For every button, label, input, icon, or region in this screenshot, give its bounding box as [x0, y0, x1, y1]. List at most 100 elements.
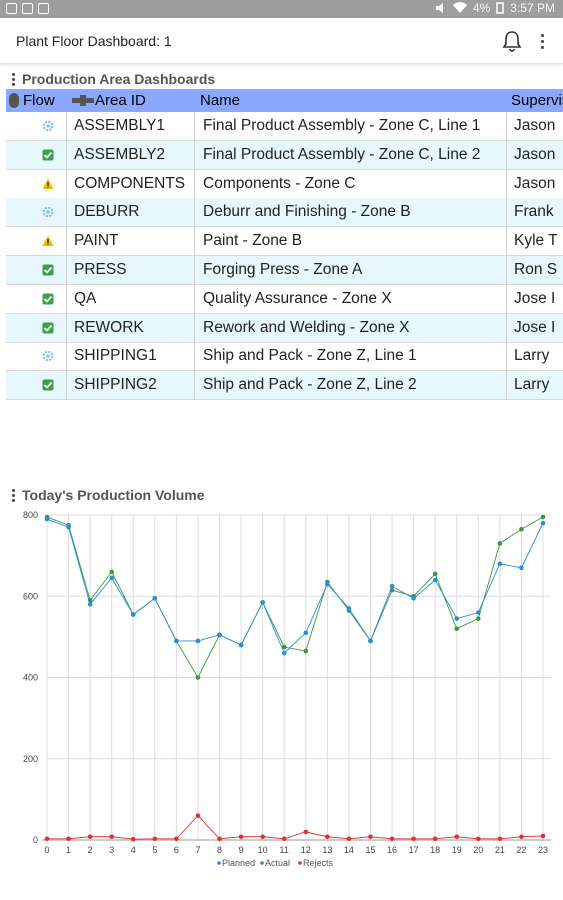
x-tick-label: 11 — [280, 845, 289, 855]
data-point-rejects — [174, 836, 179, 842]
series-line-rejects — [47, 814, 544, 840]
column-divider — [506, 112, 507, 400]
data-point-planned — [195, 638, 201, 644]
table-row[interactable]: REWORK Rework and Welding - Zone X Jose I — [6, 313, 563, 343]
column-header-name[interactable]: Name — [200, 92, 241, 109]
table-row[interactable]: QA Quality Assurance - Zone X Jose I — [6, 285, 563, 314]
area-id-cell: SHIPPING1 — [74, 347, 157, 365]
x-tick-label: 8 — [217, 845, 222, 855]
area-name-cell: Rework and Welding - Zone X — [203, 318, 410, 336]
data-point-planned — [152, 595, 158, 601]
area-id-cell: SHIPPING2 — [74, 376, 157, 394]
battery-icon — [496, 2, 505, 14]
table-row[interactable]: DEBURR Deburr and Finishing - Zone B Frank — [6, 198, 563, 228]
mute-icon — [435, 3, 443, 13]
data-point-rejects — [325, 834, 330, 840]
overflow-menu-icon[interactable] — [535, 30, 549, 52]
supervisor-cell: Larry — [514, 376, 550, 394]
x-tick-label: 21 — [495, 845, 505, 855]
area-name-cell: Paint - Zone B — [203, 232, 303, 250]
section-menu-icon[interactable] — [10, 488, 16, 502]
table-row[interactable]: SHIPPING2 Ship and Pack - Zone Z, Line 2 L… — [6, 371, 563, 400]
areas-title: Production Area Dashboards — [22, 71, 216, 87]
supervisor-cell: Frank — [514, 203, 554, 221]
x-tick-label: 6 — [174, 845, 179, 855]
data-point-rejects — [476, 836, 481, 842]
data-point-rejects — [44, 836, 50, 842]
supervisor-cell: Larry — [514, 347, 550, 365]
data-point-planned — [44, 516, 50, 522]
table-row[interactable]: ASSEMBLY2 Final Product Assembly - Zone C… — [6, 140, 563, 170]
volume-title: Today's Production Volume — [22, 487, 205, 503]
data-point-planned — [66, 524, 71, 530]
data-point-rejects — [281, 836, 287, 842]
data-point-actual — [476, 616, 481, 621]
data-point-planned — [519, 565, 524, 571]
x-tick-label: 5 — [152, 845, 157, 855]
x-tick-label: 15 — [365, 845, 375, 855]
data-point-planned — [130, 612, 136, 617]
table-row[interactable]: SHIPPING1 Ship and Pack - Zone Z, Line 1 L… — [6, 342, 563, 372]
data-point-rejects — [87, 834, 93, 840]
table-row[interactable]: ASSEMBLY1 Final Product Assembly - Zone C… — [6, 112, 563, 141]
notification-icons — [6, 3, 49, 14]
y-tick-label: 400 — [23, 673, 38, 683]
area-name-cell: Ship and Pack - Zone Z, Line 2 — [203, 376, 417, 394]
volume-section-header: Today's Production Volume — [10, 487, 205, 503]
area-id-cell: QA — [74, 289, 97, 307]
column-header-supervisor[interactable]: Supervisor — [511, 92, 563, 109]
x-tick-label: 13 — [322, 845, 332, 855]
section-menu-icon[interactable] — [10, 72, 16, 86]
x-tick-label: 22 — [516, 845, 526, 855]
series-line-planned — [46, 518, 544, 654]
area-name-cell: Quality Assurance - Zone X — [203, 289, 392, 307]
table-row[interactable]: PRESS Forging Press - Zone A Ron S — [6, 256, 563, 285]
grid-header: Flow Area ID Name Supervisor — [6, 89, 563, 112]
status-bar: 4% 3:57 PM — [0, 0, 563, 18]
y-tick-label: 200 — [23, 754, 38, 764]
check-icon — [42, 379, 54, 391]
x-tick-label: 18 — [430, 845, 440, 855]
areas-section-header: Production Area Dashboards — [10, 71, 215, 87]
check-icon — [42, 264, 54, 276]
x-tick-label: 23 — [538, 845, 548, 855]
data-point-planned — [540, 520, 546, 526]
area-name-cell: Final Product Assembly - Zone C, Line 2 — [203, 145, 481, 163]
y-tick-label: 0 — [33, 835, 38, 845]
column-header-area-id[interactable]: Area ID — [95, 92, 146, 109]
table-row[interactable]: COMPONENTS Components - Zone C Jason — [6, 170, 563, 199]
area-name-cell: Ship and Pack - Zone Z, Line 1 — [203, 347, 417, 365]
x-tick-label: 2 — [88, 845, 93, 855]
legend-label-actual: Actual — [265, 858, 290, 868]
x-tick-label: 20 — [473, 845, 483, 855]
data-point-actual — [454, 626, 460, 632]
data-point-planned — [260, 600, 265, 605]
x-tick-label: 7 — [195, 845, 200, 855]
production-volume-chart: 0 200 400 600 800 0 1 2 3 4 5 6 7 8 9 10 11 12 13 14 15 16 17 1… — [0, 505, 563, 880]
data-point-actual — [519, 526, 524, 532]
table-row[interactable]: PAINT Paint - Zone B Kyle T — [6, 227, 563, 257]
data-point-actual — [303, 648, 309, 654]
areas-grid: Flow Area ID Name Supervisor ASSEMBLY1 Fi… — [6, 89, 563, 400]
running-icon — [42, 120, 54, 132]
series-line-actual — [46, 516, 544, 679]
y-tick-label: 800 — [23, 510, 38, 520]
legend-marker-planned — [217, 861, 221, 865]
area-name-cell: Final Product Assembly - Zone C, Line 1 — [203, 117, 481, 134]
area-name-cell: Components - Zone C — [203, 174, 356, 192]
bell-icon[interactable] — [501, 29, 523, 53]
x-tick-label: 14 — [344, 845, 354, 855]
area-id-cell: ASSEMBLY2 — [74, 145, 166, 163]
column-header-flow[interactable]: Flow — [23, 92, 55, 109]
data-point-planned — [217, 632, 222, 638]
running-icon — [42, 207, 54, 218]
check-icon — [42, 322, 54, 334]
data-point-rejects — [389, 836, 395, 842]
check-icon — [42, 293, 54, 305]
data-point-planned — [281, 650, 287, 656]
data-point-planned — [368, 638, 373, 644]
notification-icon — [38, 3, 49, 14]
clock: 3:57 PM — [510, 1, 555, 15]
data-point-actual — [540, 514, 546, 520]
